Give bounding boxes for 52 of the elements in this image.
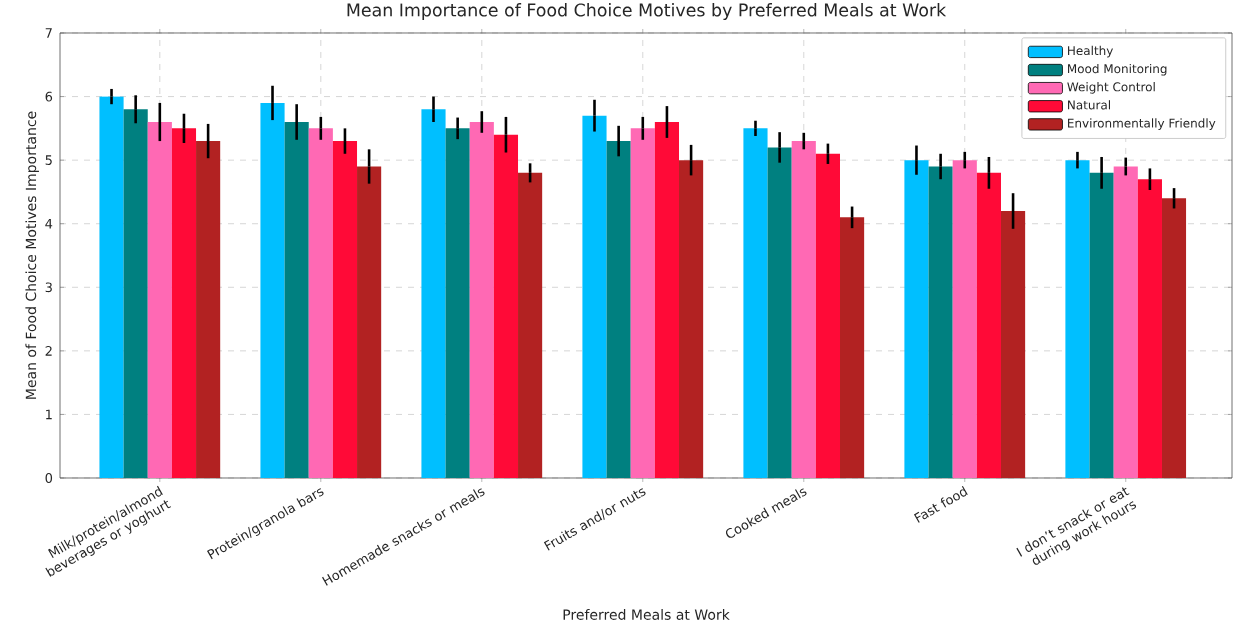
y-tick-label: 6 bbox=[45, 91, 53, 102]
bar bbox=[196, 141, 221, 478]
bar bbox=[123, 109, 148, 478]
bar bbox=[976, 172, 1001, 478]
bar bbox=[904, 160, 929, 478]
bar bbox=[171, 128, 197, 478]
bar bbox=[582, 115, 607, 478]
bar bbox=[815, 153, 840, 478]
bar bbox=[840, 217, 865, 478]
x-axis-title: Preferred Meals at Work bbox=[563, 609, 730, 620]
y-tick-label: 0 bbox=[45, 473, 53, 483]
bar bbox=[767, 147, 792, 478]
bar bbox=[99, 96, 124, 478]
bar bbox=[357, 166, 382, 478]
bar bbox=[284, 122, 309, 478]
y-tick-label: 2 bbox=[45, 346, 52, 356]
bar bbox=[606, 141, 631, 478]
y-tick-label: 1 bbox=[46, 409, 52, 420]
bar bbox=[1089, 172, 1114, 478]
bar bbox=[493, 134, 519, 478]
y-tick-label: 3 bbox=[45, 282, 52, 293]
y-tick-label: 5 bbox=[45, 155, 52, 165]
bar bbox=[308, 128, 333, 478]
bar bbox=[630, 128, 655, 478]
legend-label: Natural bbox=[1068, 100, 1111, 110]
legend-label: Healthy bbox=[1068, 45, 1113, 58]
x-tick-label: Fast food bbox=[913, 485, 968, 523]
bar bbox=[952, 160, 977, 478]
chart-title: Mean Importance of Food Choice Motives by Preferred Meals at Work bbox=[347, 3, 947, 20]
bar bbox=[1113, 166, 1138, 478]
legend-label: Mood Monitoring bbox=[1068, 63, 1167, 76]
bar bbox=[1065, 160, 1090, 478]
bar bbox=[928, 166, 953, 478]
bar bbox=[1137, 179, 1162, 478]
legend-label: Environmentally Friendly bbox=[1068, 118, 1216, 130]
bar bbox=[147, 122, 172, 478]
y-tick-label: 4 bbox=[45, 218, 53, 229]
legend-label: Weight Control bbox=[1067, 82, 1155, 94]
bar bbox=[332, 141, 358, 478]
bar bbox=[1161, 198, 1187, 478]
y-tick-label: 7 bbox=[45, 28, 52, 38]
bar bbox=[445, 128, 470, 478]
bar bbox=[518, 172, 543, 478]
bar bbox=[679, 160, 704, 478]
bar bbox=[1000, 211, 1026, 478]
bar bbox=[260, 102, 285, 478]
bar bbox=[654, 122, 680, 478]
bar bbox=[791, 141, 816, 478]
bar bbox=[743, 128, 768, 478]
bar bbox=[469, 122, 494, 478]
bar bbox=[421, 109, 446, 478]
y-axis-title: Mean of Food Choice Motives Importance bbox=[25, 111, 39, 399]
